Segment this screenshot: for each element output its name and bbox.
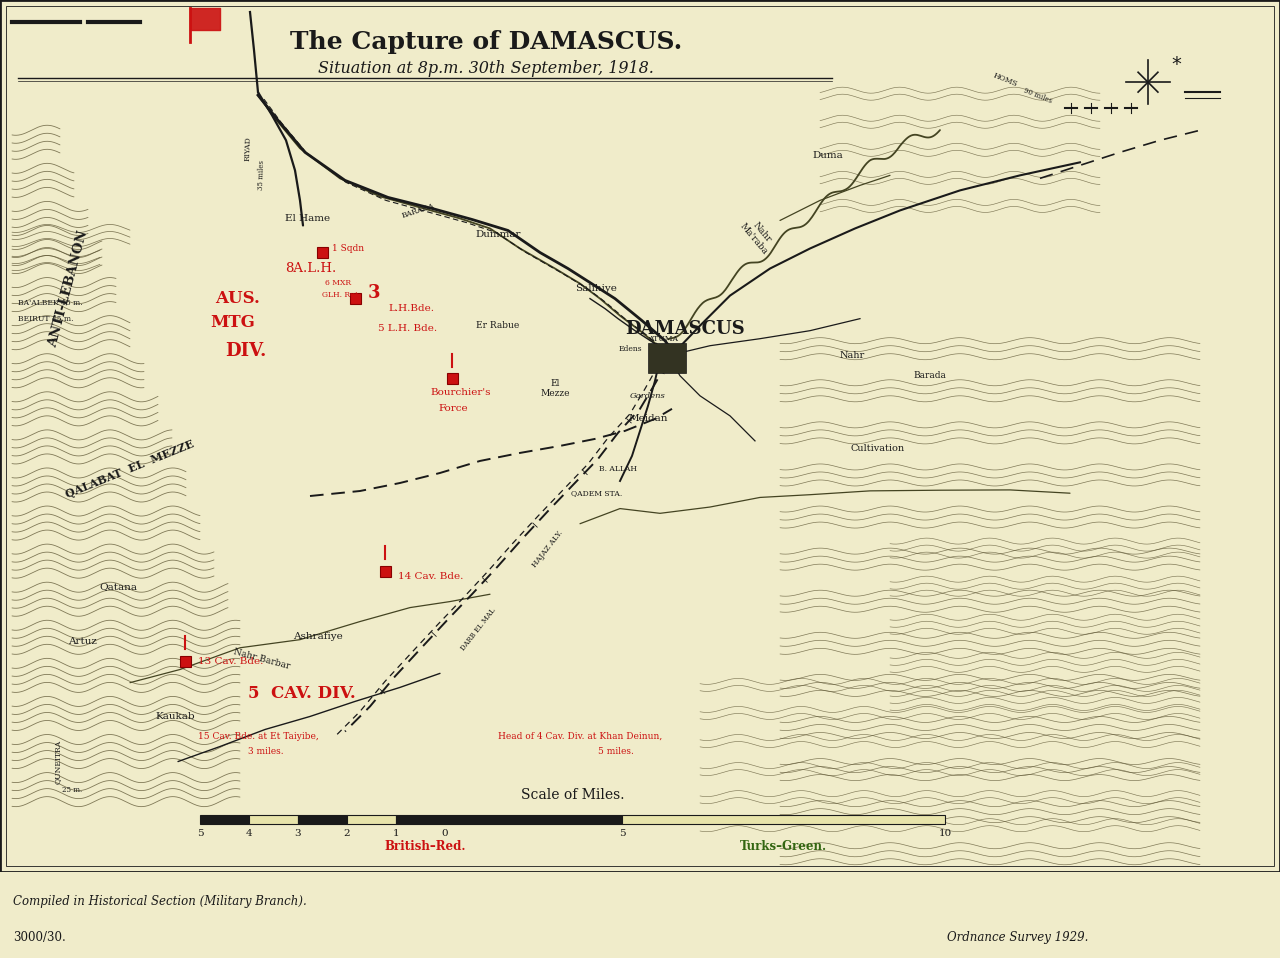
Text: ANTI-LEBANON: ANTI-LEBANON [46,229,90,349]
Text: GLH. Rgt.: GLH. Rgt. [323,290,361,299]
Text: Barada: Barada [914,372,946,380]
Text: Scale of Miles.: Scale of Miles. [521,787,625,802]
Text: QALABAT  EL  MEZZE: QALABAT EL MEZZE [64,438,196,500]
Text: MTG: MTG [210,314,255,331]
Text: Qatana: Qatana [99,582,137,591]
Text: 5 miles.: 5 miles. [598,747,634,756]
Text: L.H.Bde.: L.H.Bde. [388,304,434,313]
Text: Situation at 8p.m. 30th September, 1918.: Situation at 8p.m. 30th September, 1918. [319,59,654,77]
Text: 10: 10 [938,830,951,838]
Text: Gardens: Gardens [630,392,666,399]
Text: RIYAD: RIYAD [243,136,252,161]
Text: 90 miles: 90 miles [1023,87,1053,105]
Text: 15 Cav. Bde. at Et Taiyibe,: 15 Cav. Bde. at Et Taiyibe, [198,732,319,741]
Text: 5 L.H. Bde.: 5 L.H. Bde. [378,324,438,333]
Text: 1 Sqdn: 1 Sqdn [332,244,364,253]
Text: Ashrafiye: Ashrafiye [293,631,343,641]
Text: Bourchier's: Bourchier's [430,388,490,398]
Text: 0: 0 [442,830,448,838]
Text: 25 m.: 25 m. [61,786,82,793]
Text: 2: 2 [344,830,351,838]
Text: DAMASCUS: DAMASCUS [625,320,745,337]
Text: HOMS: HOMS [992,72,1019,89]
Bar [349,293,361,304]
Text: 5  CAV. DIV.: 5 CAV. DIV. [248,685,356,702]
Text: Ordnance Survey 1929.: Ordnance Survey 1929. [947,931,1088,944]
Text: Dummar: Dummar [475,230,521,239]
Bar [379,565,390,577]
Text: QUNEITRA: QUNEITRA [54,740,61,784]
Text: El
Mezze: El Mezze [540,379,570,399]
Text: QADEM STA.: QADEM STA. [571,489,622,497]
Text: Nahr: Nahr [840,352,864,360]
Text: Nahr Barbar: Nahr Barbar [233,648,292,672]
Bar [445,815,622,824]
Text: 3: 3 [294,830,301,838]
Text: *: * [1171,55,1181,74]
Text: B. ALLAH: B. ALLAH [599,465,637,473]
Text: British–Red.: British–Red. [384,840,466,853]
Text: 3000/30.: 3000/30. [13,931,65,944]
Text: BARADA: BARADA [401,201,435,219]
Text: AUS.: AUS. [215,290,260,308]
Text: 3: 3 [369,284,380,302]
Text: 4: 4 [246,830,252,838]
Text: Turks–Green.: Turks–Green. [740,840,827,853]
Text: Er Rabue: Er Rabue [476,321,520,331]
Bar [179,656,191,667]
Text: The Capture of DAMASCUS.: The Capture of DAMASCUS. [291,30,682,54]
Text: DIV.: DIV. [225,342,266,359]
Text: ATUMA: ATUMA [648,334,678,343]
Text: 8A.L.H.: 8A.L.H. [285,262,337,275]
Text: Salihiye: Salihiye [575,285,617,293]
Text: Compiled in Historical Section (Military Branch).: Compiled in Historical Section (Military… [13,896,306,908]
Bar [396,815,445,824]
Bar [347,815,396,824]
Text: 5: 5 [197,830,204,838]
Text: 1: 1 [393,830,399,838]
Text: Head of 4 Cav. Div. at Khan Deinun,: Head of 4 Cav. Div. at Khan Deinun, [498,732,662,741]
Text: HAJAZ ALY.: HAJAZ ALY. [531,529,564,569]
Text: Meidan: Meidan [628,415,668,423]
Text: Force: Force [438,404,467,413]
Bar [622,815,945,824]
Text: 6 MXR: 6 MXR [325,279,351,286]
Bar [648,343,686,373]
Text: 13 Cav. Bde.: 13 Cav. Bde. [198,657,264,666]
Text: 35 miles: 35 miles [257,160,266,191]
Bar [298,815,347,824]
Text: Duma: Duma [813,150,844,160]
Text: DARB EL MAL: DARB EL MAL [460,606,497,652]
Text: 3 miles.: 3 miles. [248,747,284,756]
Bar [250,815,298,824]
Text: Nahr
Ma'raba: Nahr Ma'raba [739,215,778,257]
Text: BEIRUT 45 m.: BEIRUT 45 m. [18,314,73,323]
Text: El Hame: El Hame [285,214,330,223]
Text: BA'ALBEK 45 m.: BA'ALBEK 45 m. [18,299,83,307]
Bar [447,374,457,384]
Text: 14 Cav. Bde.: 14 Cav. Bde. [398,572,463,581]
Text: Cultivation: Cultivation [851,445,905,453]
Text: Artuz: Artuz [68,637,96,646]
Text: 5: 5 [618,830,626,838]
Bar [316,247,328,258]
Text: Kaukab: Kaukab [155,712,195,721]
Bar [200,815,250,824]
Text: Edens: Edens [618,345,641,353]
